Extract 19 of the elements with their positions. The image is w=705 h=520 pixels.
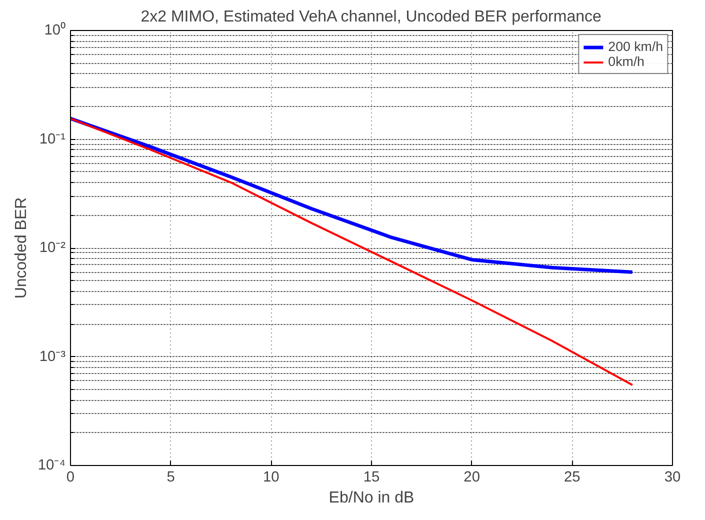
y-tick-label: 10⁻³: [39, 348, 66, 365]
x-tick-label: 10: [263, 470, 280, 486]
line-series: [70, 116, 634, 274]
x-tick-label: 5: [166, 470, 175, 486]
y-tick-label: 10⁻¹: [39, 131, 66, 148]
x-tick-label: 15: [363, 470, 380, 486]
x-tick-label: 20: [464, 470, 480, 486]
y-tick-label: 10⁰: [44, 22, 66, 38]
x-tick-label: 0: [66, 470, 75, 486]
x-axis-title: Eb/No in dB: [328, 490, 414, 506]
x-tick-label: 25: [564, 470, 580, 486]
line-series: [70, 118, 634, 386]
y-axis-title: Uncoded BER: [12, 197, 30, 299]
y-tick-label: 10⁻⁴: [38, 458, 66, 474]
chart-title: 2x2 MIMO, Estimated VehA channel, Uncoded BER performance: [140, 8, 602, 26]
legend-label: 0km/h: [608, 54, 644, 69]
y-tick-label: 10⁻²: [39, 240, 66, 256]
legend-label: 200 km/h: [608, 39, 663, 54]
x-tick-label: 30: [664, 470, 681, 486]
